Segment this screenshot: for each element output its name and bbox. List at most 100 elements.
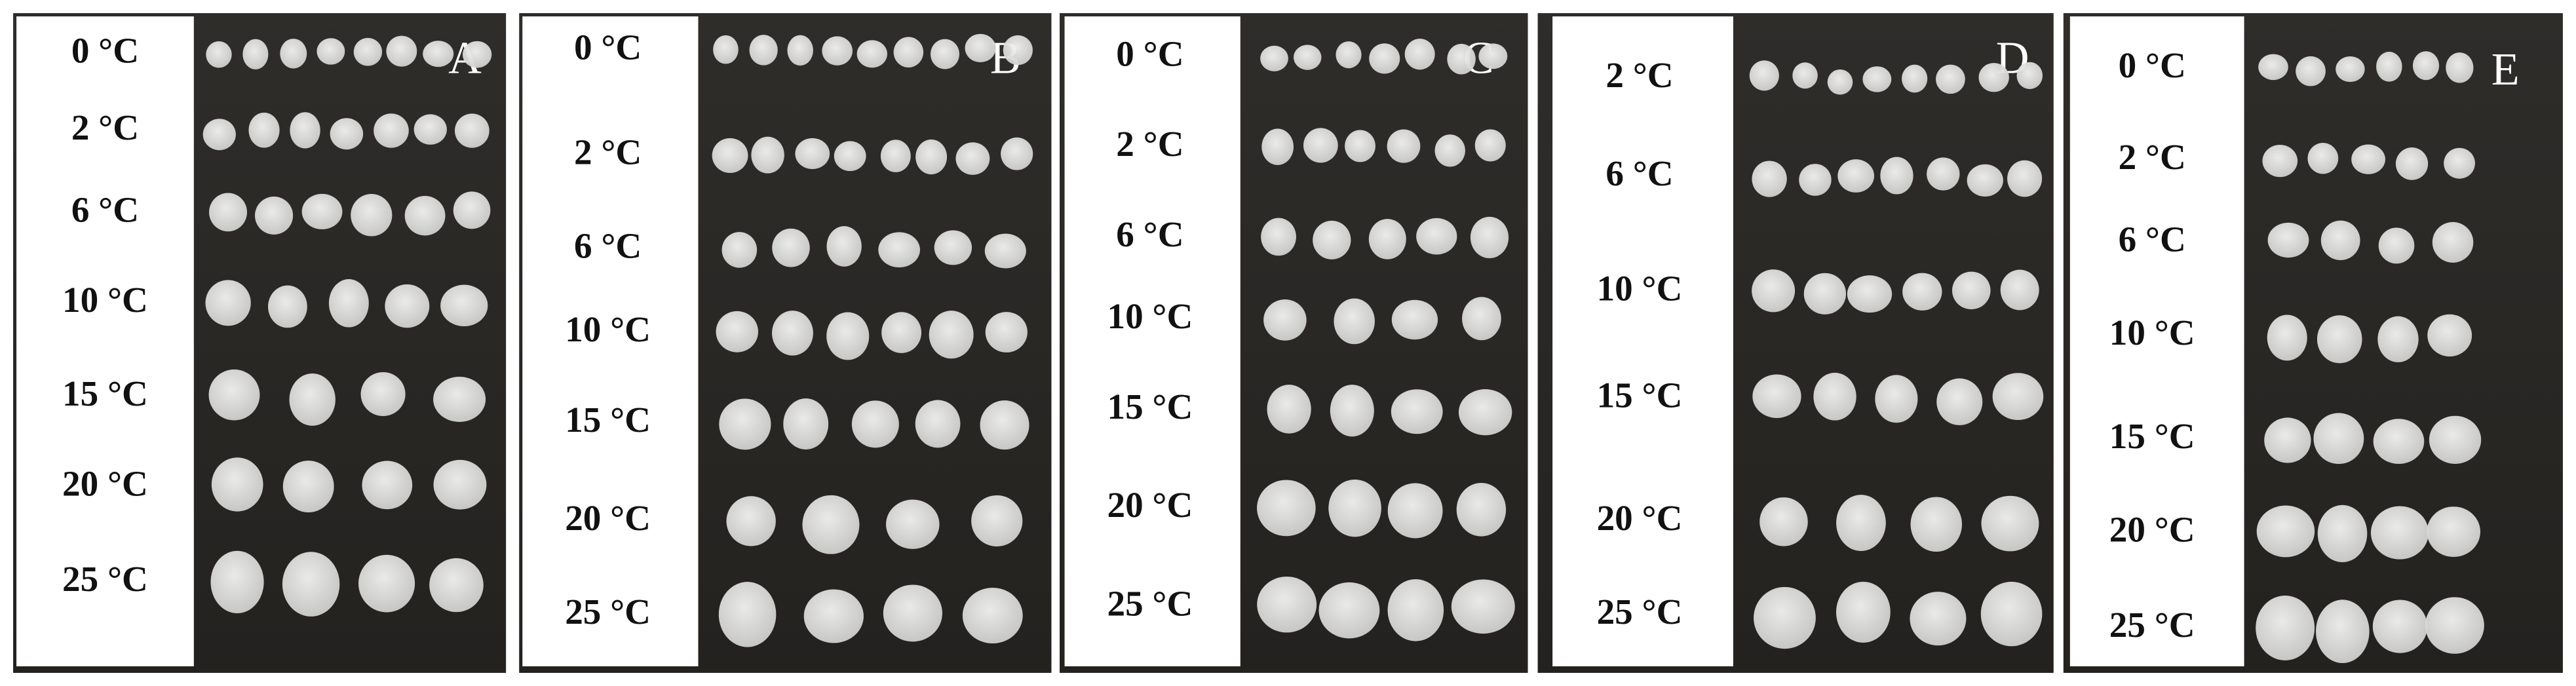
pellet <box>795 138 830 170</box>
pellet <box>1836 495 1886 551</box>
pellet <box>1404 39 1435 70</box>
pellet <box>893 37 924 67</box>
pellet <box>2427 314 2472 357</box>
pellet <box>2395 147 2429 180</box>
pellet <box>751 136 784 174</box>
temperature-label: 15 °C <box>2109 416 2195 456</box>
temperature-label: 6 °C <box>1605 153 1673 193</box>
pellet <box>1837 159 1875 193</box>
pellet <box>803 589 864 643</box>
pellet <box>826 312 870 360</box>
temperature-label: 20 °C <box>1107 485 1193 525</box>
temperature-label: 10 °C <box>1107 296 1193 336</box>
pellet <box>962 588 1023 644</box>
pellet <box>2317 505 2368 563</box>
pellet <box>2016 62 2043 89</box>
pellet <box>1318 582 1380 639</box>
pellet <box>2256 596 2315 660</box>
pellet <box>1951 271 1991 310</box>
pellet <box>301 193 343 230</box>
pellet <box>358 554 415 613</box>
pellet <box>1978 63 2009 92</box>
pellet <box>1862 66 1892 92</box>
temperature-label: 10 °C <box>1597 269 1683 309</box>
temperature-label: 20 °C <box>1597 498 1683 538</box>
temperature-label: 10 °C <box>565 309 651 349</box>
pellet <box>330 118 364 150</box>
pellet <box>965 33 996 63</box>
pellet <box>1981 495 2039 552</box>
pellet <box>1847 275 1893 313</box>
pellet <box>878 232 921 268</box>
pellet <box>1470 216 1509 259</box>
pellet <box>404 196 446 236</box>
pellet <box>254 197 294 235</box>
pellet <box>1936 378 1983 425</box>
pellet <box>280 39 307 69</box>
pellet <box>2444 147 2475 179</box>
pellet <box>2427 506 2481 557</box>
pellet <box>1330 385 1374 437</box>
temperature-label: 10 °C <box>2109 313 2195 353</box>
pellet <box>385 284 430 328</box>
pellet <box>453 191 491 229</box>
panels: A0 °C2 °C6 °C10 °C15 °C20 °C25 °CB0 °C2 … <box>13 13 2563 673</box>
temperature-label: 2 °C <box>1605 55 1673 95</box>
pellet <box>712 138 748 173</box>
pellet <box>1936 64 1965 94</box>
pellet <box>2256 505 2315 558</box>
pellet <box>955 142 990 175</box>
panel: B0 °C2 °C6 °C10 °C15 °C20 °C25 °C <box>519 13 1052 673</box>
pellet <box>880 140 911 172</box>
pellet <box>1263 299 1307 341</box>
panel: A0 °C2 °C6 °C10 °C15 °C20 °C25 °C <box>13 13 507 673</box>
pellet <box>1345 130 1375 162</box>
pellet <box>1813 372 1856 421</box>
pellet <box>713 35 739 64</box>
pellet <box>718 582 777 647</box>
pellet <box>772 228 810 267</box>
temperature-label: 20 °C <box>565 498 651 538</box>
pellet <box>984 233 1026 269</box>
pellet <box>242 39 269 69</box>
label-strip <box>2069 16 2244 666</box>
pellet <box>362 461 413 510</box>
pellet <box>1369 43 1400 74</box>
pellet <box>881 312 922 353</box>
pellet <box>1387 483 1443 539</box>
label-strip <box>16 16 194 666</box>
pellet <box>2313 413 2364 465</box>
pellet <box>1752 269 1796 313</box>
pellet <box>2378 227 2415 264</box>
pellet <box>353 37 383 66</box>
temperature-label: 0 °C <box>2119 45 2186 85</box>
pellet <box>208 369 260 421</box>
label-strip <box>1064 16 1240 666</box>
pellet <box>206 41 232 68</box>
pellet <box>2372 600 2428 653</box>
pellet <box>2446 52 2474 83</box>
panel-letter: E <box>2491 44 2520 95</box>
pellet <box>716 311 759 353</box>
temperature-label: 15 °C <box>565 400 651 440</box>
pellet <box>462 41 492 68</box>
pellet <box>1303 128 1338 163</box>
pellet <box>248 112 280 148</box>
pellet <box>1261 128 1294 165</box>
pellet <box>1474 129 1506 162</box>
pellet <box>1980 581 2043 647</box>
pellet <box>783 398 829 450</box>
pellet <box>1391 389 1443 434</box>
pellet <box>1992 373 2044 421</box>
pellet <box>210 550 264 613</box>
temperature-label: 20 °C <box>62 464 148 504</box>
temperature-label: 20 °C <box>2109 510 2195 550</box>
pellet <box>1836 581 1891 643</box>
pellet <box>929 311 974 359</box>
pellet <box>1478 43 1508 69</box>
pellet <box>2351 144 2385 174</box>
pellet <box>2307 143 2339 174</box>
pellet <box>282 461 334 512</box>
